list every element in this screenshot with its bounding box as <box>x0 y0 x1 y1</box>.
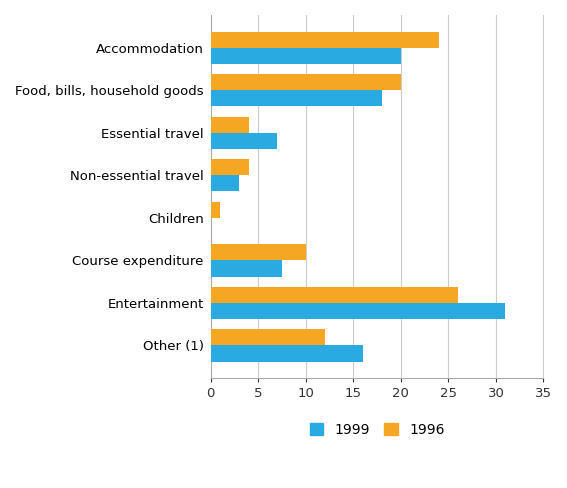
Legend: 1999, 1996: 1999, 1996 <box>310 423 445 437</box>
Bar <box>210 244 306 261</box>
Bar <box>210 159 248 175</box>
Bar <box>210 261 282 277</box>
Bar <box>210 303 505 319</box>
Bar <box>210 90 382 106</box>
Bar <box>210 346 363 362</box>
Bar <box>210 329 325 346</box>
Bar <box>210 175 239 191</box>
Bar <box>210 117 248 133</box>
Bar <box>210 133 277 149</box>
Bar <box>210 202 220 218</box>
Bar <box>210 48 401 64</box>
Bar <box>210 74 401 90</box>
Bar <box>210 287 458 303</box>
Bar <box>210 32 439 48</box>
